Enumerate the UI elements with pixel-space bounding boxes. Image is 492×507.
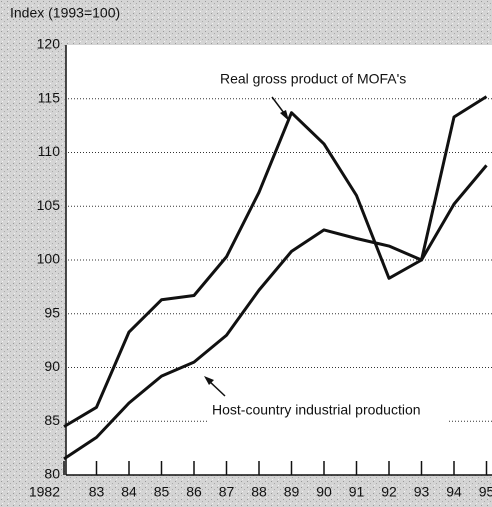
y-tick-label: 120 (37, 36, 61, 52)
x-tick-label: 93 (414, 484, 430, 500)
x-tick-label: 87 (219, 484, 235, 500)
y-tick-label: 95 (44, 304, 60, 320)
y-tick-label: 80 (44, 466, 60, 482)
label-bg (208, 400, 448, 422)
arrow-head (204, 376, 214, 385)
x-tick-label: 1982 (29, 484, 60, 500)
x-tick-label: 90 (316, 484, 332, 500)
y-tick-label: 90 (44, 358, 60, 374)
series-annotation: Host-country industrial production (212, 402, 421, 418)
x-tick-label: 88 (251, 484, 267, 500)
x-tick-label: 89 (284, 484, 300, 500)
x-tick-label: 84 (121, 484, 137, 500)
arrow-head (280, 110, 289, 121)
x-tick-label: 95 (479, 484, 492, 500)
y-tick-label: 100 (37, 251, 61, 267)
y-tick-label: 115 (38, 89, 61, 105)
y-axis-label: Index (1993=100) (10, 5, 120, 21)
y-tick-label: 105 (37, 197, 61, 213)
y-tick-label: 85 (44, 412, 60, 428)
series-line (63, 164, 488, 461)
label-bg (215, 68, 415, 90)
x-tick-label: 85 (154, 484, 170, 500)
x-tick-label: 92 (381, 484, 397, 500)
x-tick-label: 91 (349, 484, 365, 500)
series-line (63, 95, 488, 428)
x-tick-label: 86 (186, 484, 202, 500)
x-tick-label: 83 (89, 484, 105, 500)
series-annotation: Real gross product of MOFA's (220, 71, 406, 87)
x-tick-label: 94 (446, 484, 462, 500)
y-tick-label: 110 (38, 143, 61, 159)
